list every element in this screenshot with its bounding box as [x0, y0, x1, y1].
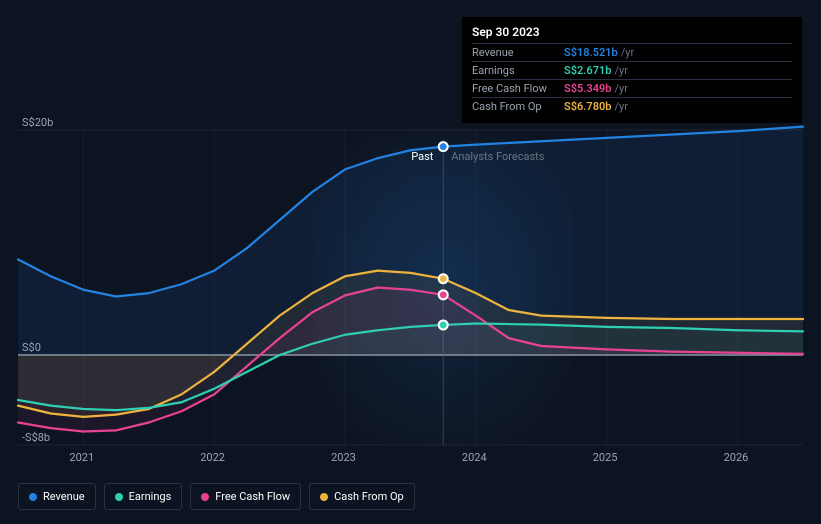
legend-label: Free Cash Flow	[215, 490, 290, 503]
chart-legend: Revenue Earnings Free Cash Flow Cash From O…	[18, 483, 415, 510]
legend-item-cash-from-op[interactable]: Cash From Op	[309, 483, 415, 510]
tooltip-unit: /yr	[614, 100, 627, 113]
legend-label: Earnings	[129, 490, 172, 503]
tooltip-unit: /yr	[621, 46, 634, 59]
x-axis-label: 2023	[331, 451, 356, 464]
tooltip-label: Free Cash Flow	[472, 82, 564, 95]
legend-item-revenue[interactable]: Revenue	[18, 483, 96, 510]
legend-dot-icon	[320, 493, 328, 501]
y-axis-label: -S$8b	[22, 431, 50, 444]
past-label: Past	[411, 150, 433, 163]
y-axis-label: S$20b	[22, 116, 53, 129]
tooltip-label: Cash From Op	[472, 100, 564, 113]
tooltip-value: S$6.780b	[564, 100, 611, 113]
tooltip-unit: /yr	[614, 64, 627, 77]
tooltip-value: S$18.521b	[564, 46, 618, 59]
tooltip-value: S$2.671b	[564, 64, 611, 77]
tooltip-unit: /yr	[614, 82, 627, 95]
legend-dot-icon	[115, 493, 123, 501]
tooltip-row: RevenueS$18.521b/yr	[472, 43, 792, 61]
x-axis-label: 2022	[200, 451, 225, 464]
legend-item-free-cash-flow[interactable]: Free Cash Flow	[190, 483, 301, 510]
x-axis-label: 2025	[593, 451, 618, 464]
forecast-label: Analysts Forecasts	[451, 150, 544, 163]
legend-label: Revenue	[43, 490, 85, 503]
legend-item-earnings[interactable]: Earnings	[104, 483, 183, 510]
tooltip-row: Cash From OpS$6.780b/yr	[472, 97, 792, 115]
x-axis-label: 2021	[69, 451, 94, 464]
legend-label: Cash From Op	[334, 490, 404, 503]
legend-dot-icon	[29, 493, 37, 501]
x-axis-label: 2024	[462, 451, 487, 464]
chart-tooltip: Sep 30 2023 RevenueS$18.521b/yrEarningsS…	[462, 17, 802, 123]
tooltip-value: S$5.349b	[564, 82, 611, 95]
tooltip-date: Sep 30 2023	[472, 25, 792, 43]
tooltip-label: Earnings	[472, 64, 564, 77]
tooltip-row: EarningsS$2.671b/yr	[472, 61, 792, 79]
x-axis-label: 2026	[724, 451, 749, 464]
y-axis-label: S$0	[22, 341, 41, 354]
tooltip-row: Free Cash FlowS$5.349b/yr	[472, 79, 792, 97]
tooltip-label: Revenue	[472, 46, 564, 59]
legend-dot-icon	[201, 493, 209, 501]
